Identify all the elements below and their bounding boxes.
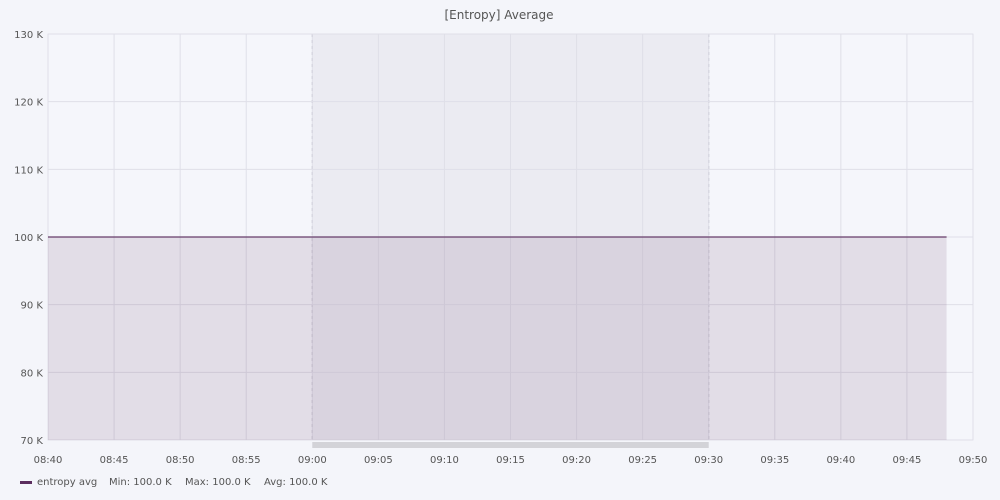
y-tick-label: 120 K bbox=[14, 98, 43, 109]
legend-max: Max: 100.0 K bbox=[185, 477, 251, 488]
x-tick-label: 09:40 bbox=[826, 455, 855, 466]
y-tick-label: 70 K bbox=[21, 436, 44, 447]
x-tick-label: 09:35 bbox=[760, 455, 789, 466]
highlight-range-bar bbox=[312, 442, 709, 448]
y-tick-label: 90 K bbox=[21, 301, 44, 312]
chart-title: [Entropy] Average bbox=[444, 8, 553, 22]
x-tick-label: 08:50 bbox=[166, 455, 195, 466]
x-tick-label: 08:55 bbox=[232, 455, 261, 466]
y-tick-label: 80 K bbox=[21, 368, 44, 379]
x-tick-label: 09:00 bbox=[298, 455, 327, 466]
x-axis-ticks: 08:40 08:45 08:50 08:55 09:00 09:05 09:10 09:15… bbox=[34, 455, 988, 466]
legend-avg: Avg: 100.0 K bbox=[264, 477, 328, 488]
x-tick-label: 09:50 bbox=[959, 455, 988, 466]
x-tick-label: 09:10 bbox=[430, 455, 459, 466]
series-layer bbox=[48, 236, 947, 440]
legend-swatch bbox=[20, 481, 32, 484]
x-tick-label: 09:25 bbox=[628, 455, 657, 466]
y-tick-label: 100 K bbox=[14, 233, 43, 244]
series-area bbox=[48, 237, 947, 440]
legend-label: entropy avg bbox=[37, 477, 97, 488]
x-tick-label: 09:15 bbox=[496, 455, 525, 466]
x-tick-label: 08:45 bbox=[100, 455, 129, 466]
x-tick-label: 09:05 bbox=[364, 455, 393, 466]
x-tick-label: 08:40 bbox=[34, 455, 63, 466]
y-tick-label: 130 K bbox=[14, 30, 43, 41]
legend-min: Min: 100.0 K bbox=[109, 477, 172, 488]
legend: entropy avg Min: 100.0 K Max: 100.0 K Av… bbox=[20, 477, 328, 488]
y-axis-ticks: 70 K 80 K 90 K 100 K 110 K 120 K 130 K bbox=[14, 30, 43, 447]
y-tick-label: 110 K bbox=[14, 165, 43, 176]
x-tick-label: 09:20 bbox=[562, 455, 591, 466]
x-tick-label: 09:30 bbox=[694, 455, 723, 466]
x-tick-label: 09:45 bbox=[893, 455, 922, 466]
